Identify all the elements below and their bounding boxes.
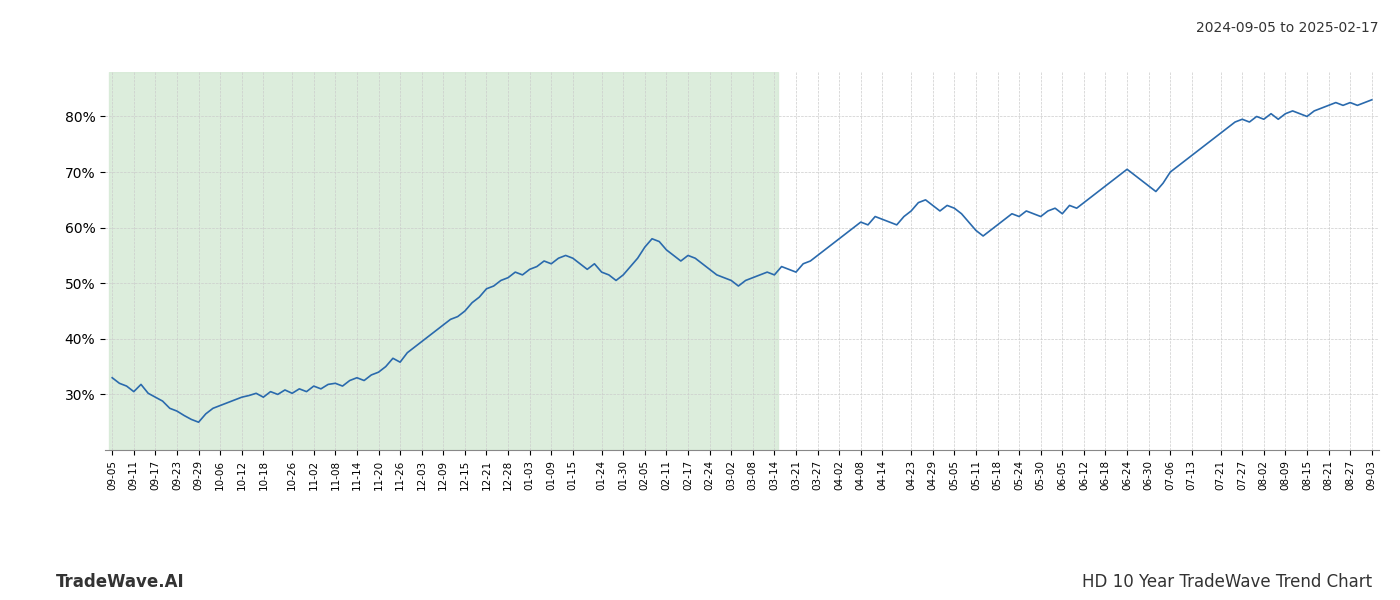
Bar (109, 72, 778, 450)
Text: 2024-09-05 to 2025-02-17: 2024-09-05 to 2025-02-17 (1197, 21, 1379, 35)
Text: TradeWave.AI: TradeWave.AI (56, 573, 185, 591)
Text: HD 10 Year TradeWave Trend Chart: HD 10 Year TradeWave Trend Chart (1082, 573, 1372, 591)
